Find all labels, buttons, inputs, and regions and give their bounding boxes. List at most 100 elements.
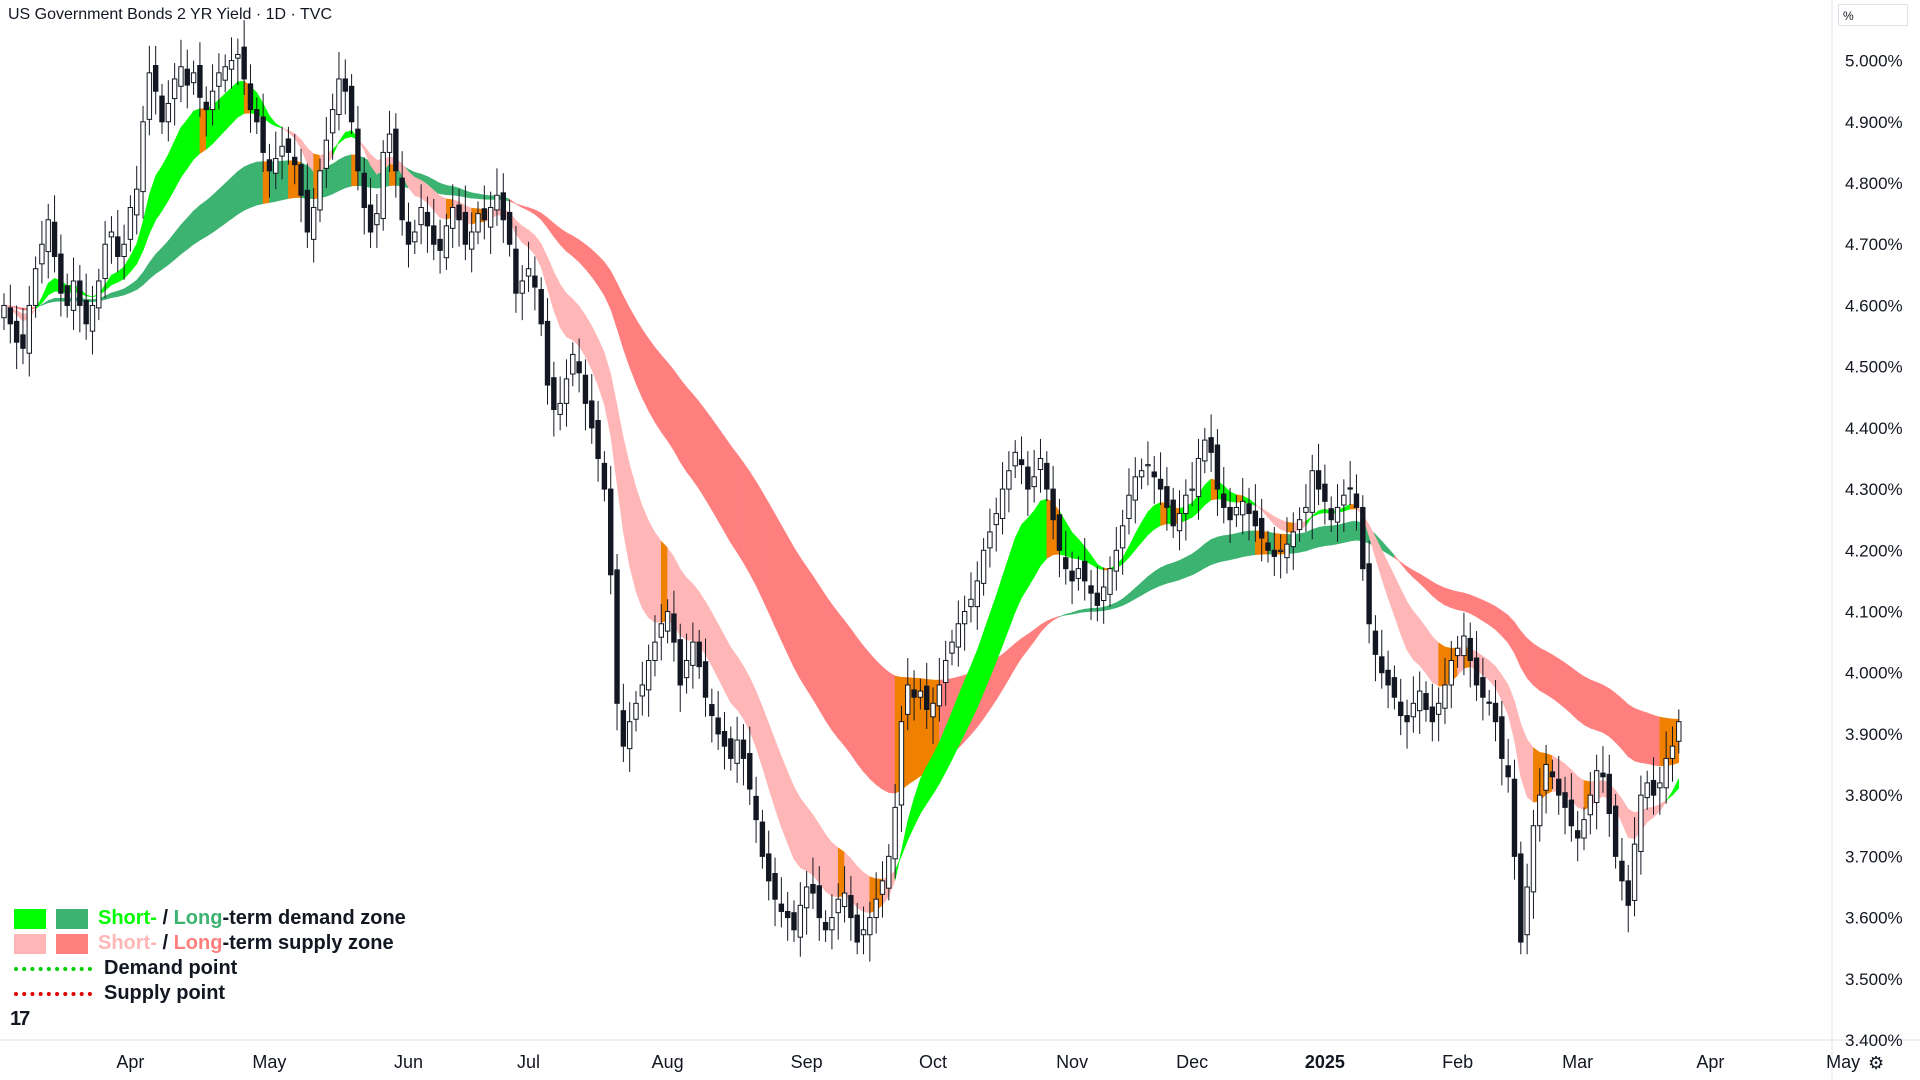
candle: [386, 110, 393, 173]
short-term-zone-segment: [193, 108, 201, 161]
short-term-zone-segment: [281, 127, 289, 133]
long-term-zone-segment: [1444, 587, 1452, 609]
candle: [266, 143, 273, 198]
price-axis[interactable]: 5.000% 4.900% 4.800% 4.700% 4.600% 4.500% 4.40…: [1845, 52, 1903, 1050]
candle: [51, 195, 58, 273]
short-term-zone-segment: [800, 797, 807, 872]
unit-selector[interactable]: %: [1838, 4, 1908, 26]
long-term-zone-segment: [591, 249, 599, 287]
long-term-zone-segment: [1539, 647, 1547, 695]
long-term-zone-segment: [540, 212, 548, 229]
y-tick-label: 4.200%: [1845, 541, 1903, 560]
short-term-zone-segment: [585, 314, 593, 370]
long-term-zone-segment: [1495, 605, 1503, 637]
short-term-zone-segment: [1653, 804, 1661, 818]
long-term-zone-segment: [1134, 581, 1142, 600]
long-term-zone-segment: [1634, 707, 1642, 763]
legend-demand-point: Demand point: [14, 956, 406, 981]
long-term-zone-segment: [1318, 525, 1326, 548]
chart-title: US Government Bonds 2 YR Yield · 1D · TV…: [8, 6, 332, 23]
long-term-zone-segment: [161, 240, 169, 270]
long-term-zone-segment: [509, 198, 517, 205]
candle: [835, 883, 841, 940]
tradingview-logo-icon[interactable]: 17: [10, 1008, 30, 1030]
candle: [1334, 484, 1341, 542]
long-term-zone-segment: [1040, 620, 1048, 634]
long-term-zone-segment: [1533, 643, 1541, 692]
candle: [1619, 838, 1625, 901]
short-term-zone-segment: [1507, 684, 1515, 741]
candle: [70, 257, 77, 330]
long-term-zone-segment: [1413, 570, 1420, 584]
long-term-zone-segment: [1166, 562, 1174, 584]
short-term-zone-segment: [825, 833, 833, 897]
x-tick-label: Apr: [116, 1052, 144, 1072]
short-term-zone-segment: [123, 254, 131, 280]
candle: [1518, 841, 1524, 955]
short-term-zone-segment: [1261, 507, 1269, 519]
long-term-zone-segment: [1172, 560, 1180, 583]
candle: [570, 342, 576, 387]
short-term-zone-segment: [1078, 538, 1086, 562]
candle: [342, 59, 348, 115]
x-tick-label: Jun: [394, 1052, 423, 1072]
candle: [683, 633, 690, 694]
long-term-zone-segment: [1191, 548, 1199, 576]
long-term-zone-segment: [869, 653, 877, 786]
candle: [254, 97, 260, 135]
short-term-zone-segment: [913, 778, 921, 827]
candle: [1568, 773, 1575, 842]
candle: [1132, 457, 1138, 524]
candle: [677, 623, 683, 712]
long-term-zone-segment: [1153, 567, 1161, 589]
long-term-zone-segment: [806, 566, 814, 701]
candle: [1366, 540, 1372, 644]
candle: [1240, 478, 1246, 535]
candle: [279, 126, 285, 180]
time-axis[interactable]: Apr May Jun Jul Aug Sep Oct Nov Dec 2025 Feb Mar Apr…: [116, 1052, 1860, 1072]
long-term-zone-segment: [1571, 666, 1578, 721]
candle: [538, 277, 544, 337]
long-term-zone-segment: [597, 254, 605, 297]
supply-point-line: [14, 991, 92, 996]
candle: [740, 724, 747, 786]
short-term-zone-segment: [660, 540, 668, 623]
candle: [551, 361, 557, 437]
y-tick-label: 4.100%: [1845, 603, 1903, 622]
short-term-zone-segment: [1280, 519, 1288, 533]
long-term-zone-segment: [1627, 703, 1635, 762]
long-term-zone-segment: [1545, 650, 1553, 699]
long-term-zone-segment: [212, 188, 220, 233]
long-term-zone-segment: [1198, 543, 1206, 573]
candle: [431, 198, 437, 261]
long-term-zone-segment: [1425, 577, 1433, 597]
long-term-zone-segment: [711, 417, 719, 522]
legend-demand-zone: Short- / Long -term demand zone: [14, 906, 406, 931]
legend-short-label: Short-: [98, 907, 157, 929]
short-term-zone-segment: [730, 646, 738, 711]
candle: [1398, 678, 1404, 736]
short-term-zone-segment: [1008, 537, 1016, 629]
candle: [1202, 427, 1208, 474]
long-term-zone-segment: [117, 288, 125, 297]
candle: [348, 74, 355, 135]
legend-short-label: Short-: [98, 932, 157, 954]
long-term-zone-segment: [54, 297, 62, 302]
short-term-zone-segment: [1438, 642, 1446, 687]
long-term-zone-segment: [1476, 596, 1484, 622]
long-term-zone-segment: [136, 271, 144, 291]
short-term-zone-segment: [338, 131, 346, 144]
short-term-zone-segment: [161, 153, 169, 212]
gear-icon[interactable]: ⚙: [1868, 1053, 1885, 1073]
long-term-zone-segment: [1646, 712, 1654, 766]
short-term-zone-segment: [1400, 588, 1408, 651]
long-term-zone-segment: [1577, 671, 1585, 726]
candle: [1277, 534, 1284, 579]
candle: [1113, 527, 1120, 591]
short-term-zone-segment: [749, 677, 757, 748]
long-term-zone-segment: [1602, 684, 1610, 737]
candle: [1625, 864, 1631, 933]
candle: [1473, 631, 1480, 701]
candle: [1461, 612, 1467, 676]
